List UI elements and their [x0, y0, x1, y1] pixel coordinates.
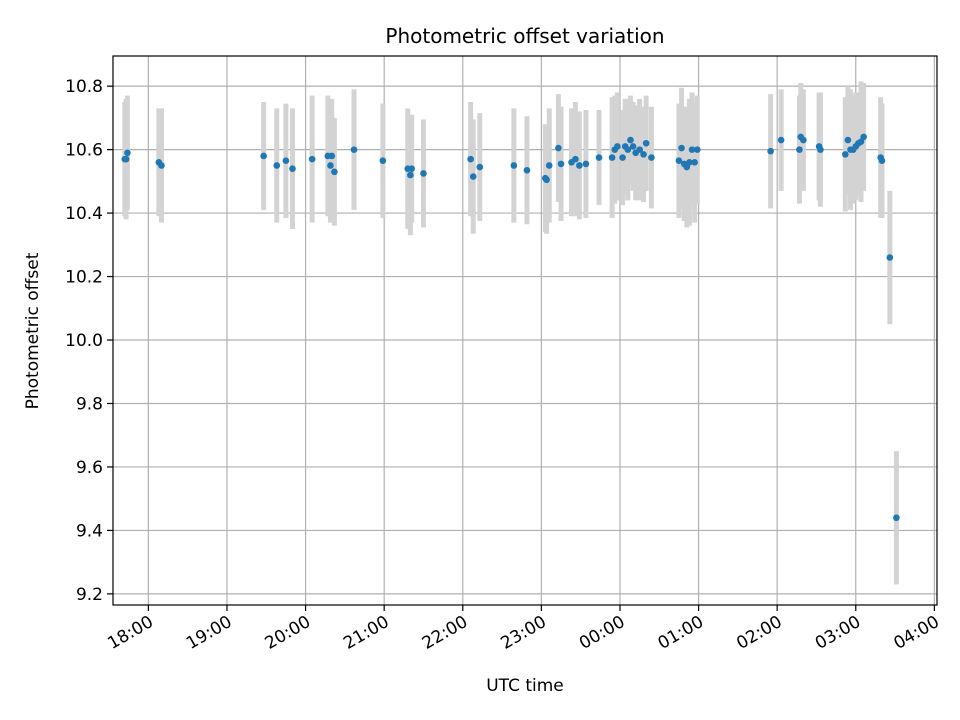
data-point	[510, 162, 518, 169]
data-point	[800, 136, 807, 144]
data-point	[767, 147, 774, 155]
data-point	[331, 168, 338, 176]
data-point	[476, 163, 484, 171]
y-tick-label: 9.8	[76, 394, 103, 414]
data-point	[420, 170, 427, 177]
data-point	[350, 146, 358, 153]
data-point	[122, 155, 130, 163]
data-point	[636, 146, 643, 153]
data-point	[796, 146, 803, 153]
data-point	[619, 154, 626, 161]
data-point	[860, 133, 867, 141]
y-tick-label: 10.6	[65, 141, 103, 161]
y-tick-label: 10.0	[65, 331, 103, 351]
data-point	[614, 143, 621, 150]
data-point	[282, 157, 290, 165]
data-point	[469, 173, 477, 180]
data-point	[675, 157, 683, 165]
data-points	[121, 133, 900, 522]
y-tick-label: 9.6	[76, 458, 103, 478]
y-tick-label: 10.4	[65, 204, 103, 224]
data-point	[642, 139, 650, 147]
y-tick-label: 10.2	[65, 268, 103, 288]
data-point	[878, 157, 886, 165]
data-point	[289, 165, 296, 172]
data-point	[379, 157, 387, 165]
data-point	[844, 136, 852, 144]
data-point	[273, 162, 281, 169]
data-point	[308, 155, 316, 163]
data-point	[543, 176, 550, 184]
data-point	[545, 162, 553, 169]
data-point	[686, 159, 693, 166]
plot-frame	[112, 55, 938, 606]
data-point	[691, 159, 698, 166]
chart-title: Photometric offset variation	[385, 24, 664, 48]
data-point	[557, 160, 565, 168]
y-tick-label: 9.2	[76, 585, 103, 605]
data-point	[629, 143, 637, 150]
y-tick-label: 10.8	[65, 77, 103, 97]
data-point	[260, 152, 267, 160]
data-point	[608, 154, 616, 161]
data-point	[158, 162, 165, 169]
data-point	[124, 149, 131, 157]
data-point	[576, 162, 583, 169]
y-axis-label: Photometric offset	[23, 252, 43, 409]
data-point	[841, 151, 849, 158]
data-point	[408, 165, 415, 172]
data-point	[523, 166, 531, 174]
data-point	[640, 151, 647, 158]
data-point	[328, 152, 336, 160]
data-point	[555, 144, 562, 152]
y-tick-label: 9.4	[76, 521, 103, 541]
data-point	[817, 146, 824, 153]
y-axis: 9.2 9.4 9.6 9.8 10.0 10.2 10.4 10.6 10.8	[65, 77, 113, 605]
data-point	[693, 146, 701, 153]
data-point	[886, 254, 894, 261]
data-point	[627, 136, 634, 144]
data-point	[595, 154, 603, 161]
data-point	[582, 160, 590, 168]
data-point	[648, 154, 655, 161]
data-point	[678, 144, 685, 152]
data-point	[688, 146, 696, 153]
data-point	[572, 155, 579, 163]
data-point	[777, 136, 785, 144]
data-point	[624, 146, 632, 153]
data-point	[467, 155, 474, 163]
data-point	[893, 514, 900, 522]
data-point	[327, 162, 334, 169]
x-axis-label: UTC time	[486, 676, 564, 696]
data-point	[407, 171, 414, 179]
